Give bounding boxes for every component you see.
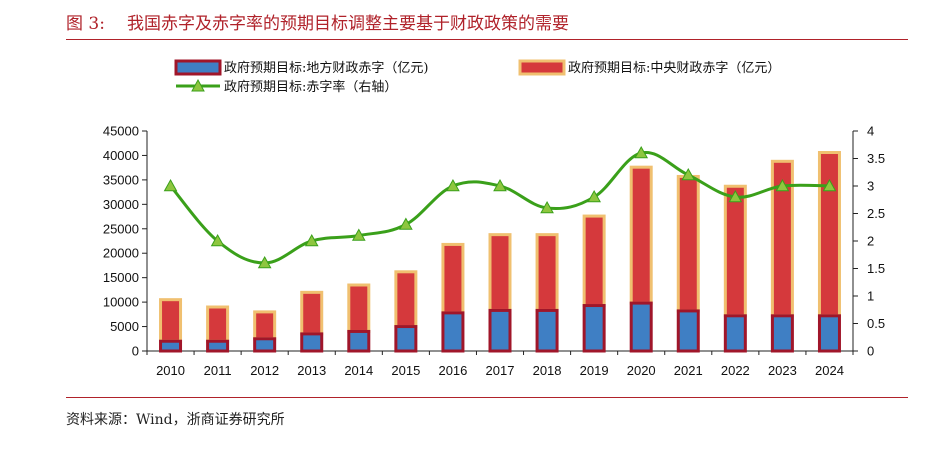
right-tick-label: 2.5	[867, 206, 885, 221]
left-tick-label: 0	[132, 344, 139, 359]
legend-swatch-local	[174, 59, 222, 76]
rate-point	[210, 233, 225, 247]
figure-number: 图 3:	[66, 14, 105, 34]
x-tick-label: 2011	[204, 363, 232, 378]
chart-axes: 0 5000 10000 15000 20000 25000 30000 35000 40000…	[103, 124, 885, 379]
right-tick-label: 3	[867, 179, 874, 194]
rate-point	[493, 178, 507, 192]
bar-central	[441, 242, 465, 315]
x-tick-label: 2019	[580, 363, 609, 378]
bar-central	[723, 184, 747, 318]
right-tick-label: 0	[867, 344, 874, 359]
rate-point	[304, 233, 319, 247]
rate-point	[681, 167, 696, 181]
right-tick-label: 1.5	[867, 261, 885, 276]
left-tick-label: 15000	[103, 270, 139, 285]
bar-central	[488, 233, 512, 312]
rate-point	[540, 200, 554, 214]
chart-rate-line	[163, 145, 837, 269]
x-tick-label: 2012	[250, 363, 279, 378]
legend-label-central: 政府预期目标:中央财政赤字（亿元）	[568, 61, 780, 76]
source-note: 资料来源：Wind，浙商证券研究所	[66, 412, 285, 428]
x-tick-label: 2015	[391, 363, 420, 378]
figure-title-text: 我国赤字及赤字率的预期目标调整主要基于财政政策的需要	[126, 14, 569, 34]
chart-bars	[159, 151, 841, 353]
bar-central	[253, 310, 277, 341]
x-tick-label: 2017	[486, 363, 515, 378]
bar-local	[535, 308, 559, 353]
right-tick-label: 1	[867, 289, 874, 304]
left-tick-label: 5000	[110, 319, 139, 334]
x-tick-label: 2020	[627, 363, 656, 378]
x-tick-label: 2022	[721, 363, 750, 378]
x-tick-label: 2023	[768, 363, 797, 378]
bar-local	[159, 339, 183, 353]
x-tick-label: 2016	[438, 363, 467, 378]
bar-central	[582, 214, 606, 308]
bar-central	[817, 151, 841, 318]
rate-point	[257, 255, 272, 269]
bar-local	[488, 308, 512, 353]
bar-local	[817, 314, 841, 353]
left-tick-label: 30000	[103, 197, 139, 212]
bar-central	[629, 165, 653, 305]
x-tick-label: 2018	[533, 363, 562, 378]
x-tick-label: 2014	[344, 363, 373, 378]
x-tick-label: 2021	[674, 363, 703, 378]
left-tick-label: 20000	[103, 246, 139, 261]
chart-legend: 政府预期目标:地方财政赤字（亿元) 政府预期目标:中央财政赤字（亿元） 政府预期…	[174, 59, 780, 95]
right-tick-label: 4	[867, 124, 874, 139]
legend-label-local: 政府预期目标:地方财政赤字（亿元)	[224, 60, 428, 76]
bar-local	[253, 337, 277, 353]
bar-local	[206, 339, 230, 353]
bar-central	[159, 298, 183, 343]
bar-local	[441, 311, 465, 353]
legend-marker-rate	[191, 78, 205, 92]
bar-central	[300, 290, 324, 336]
right-tick-label: 0.5	[867, 316, 885, 331]
stacked-bar-line-chart: 政府预期目标:地方财政赤字（亿元) 政府预期目标:中央财政赤字（亿元） 政府预期…	[103, 59, 885, 379]
bar-local	[394, 325, 418, 353]
bar-local	[723, 314, 747, 353]
right-tick-label: 3.5	[867, 151, 885, 166]
bar-local	[347, 329, 371, 353]
bar-central	[535, 233, 559, 312]
rate-point	[587, 189, 601, 203]
bar-central	[206, 305, 230, 343]
bar-local	[770, 314, 794, 353]
bar-local	[676, 309, 700, 353]
rate-point	[634, 145, 649, 159]
legend-swatch-central	[518, 59, 566, 76]
bar-central	[676, 174, 700, 313]
rate-point	[446, 178, 460, 192]
right-tick-label: 2	[867, 234, 874, 249]
legend-item-rate: 政府预期目标:赤字率（右轴）	[176, 78, 397, 95]
rate-point	[728, 189, 743, 203]
bar-central	[347, 283, 371, 333]
left-tick-label: 35000	[103, 172, 139, 187]
left-tick-label: 10000	[103, 295, 139, 310]
left-tick-label: 40000	[103, 148, 139, 163]
source-divider	[66, 397, 908, 398]
title-divider	[66, 39, 908, 40]
bar-central	[394, 270, 418, 329]
legend-item-local: 政府预期目标:地方财政赤字（亿元)	[174, 59, 428, 76]
rate-point	[822, 178, 837, 192]
rate-point	[163, 178, 178, 192]
bar-local	[629, 301, 653, 353]
left-tick-label: 25000	[103, 221, 139, 236]
legend-label-rate: 政府预期目标:赤字率（右轴）	[224, 79, 397, 95]
x-tick-label: 2010	[156, 363, 185, 378]
bar-local	[582, 304, 606, 353]
left-tick-label: 45000	[103, 124, 139, 139]
x-tick-label: 2013	[297, 363, 326, 378]
figure-title: 图 3: 我国赤字及赤字率的预期目标调整主要基于财政政策的需要	[66, 9, 569, 34]
rate-point	[399, 217, 413, 230]
legend-item-central: 政府预期目标:中央财政赤字（亿元）	[518, 59, 780, 76]
rate-point	[775, 178, 790, 192]
bar-local	[300, 332, 324, 353]
rate-point	[351, 228, 366, 241]
x-tick-label: 2024	[815, 363, 844, 378]
